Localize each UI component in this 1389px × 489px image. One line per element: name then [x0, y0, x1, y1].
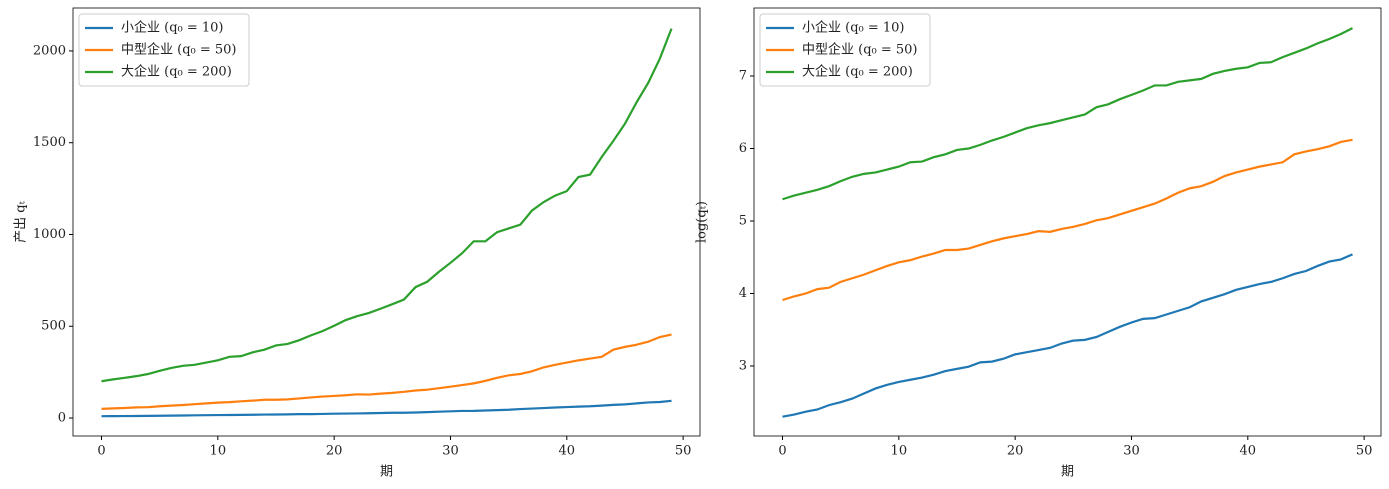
x-tick-label: 30 — [442, 444, 459, 459]
series-line — [782, 27, 1353, 201]
x-tick-label: 10 — [891, 444, 908, 459]
y-tick-label: 3 — [739, 358, 747, 373]
series-line — [101, 28, 673, 383]
y-tick-label: 7 — [739, 68, 747, 83]
y-tick-label: 1000 — [33, 227, 66, 242]
y-tick-label: 1500 — [33, 135, 66, 150]
legend-box — [78, 13, 250, 87]
y-tick-label: 6 — [739, 141, 747, 156]
x-tick-label: 20 — [326, 444, 343, 459]
legend-label: 中型企业 (q₀ = 50) — [802, 42, 918, 58]
y-tick-label: 4 — [739, 286, 747, 301]
x-tick-label: 0 — [97, 444, 105, 459]
x-tick-label: 30 — [1123, 444, 1140, 459]
x-tick-label: 20 — [1007, 444, 1024, 459]
series-line — [101, 333, 672, 410]
y-tick-label: 500 — [41, 319, 66, 334]
series-line — [782, 253, 1353, 418]
y-tick-label: 2000 — [33, 43, 66, 58]
plot-frame — [72, 7, 701, 437]
series-line — [101, 399, 672, 418]
x-tick-label: 50 — [1356, 444, 1373, 459]
x-axis-label: 期 — [1061, 465, 1074, 480]
legend-label: 大企业 (q₀ = 200) — [802, 64, 913, 80]
x-axis-label: 期 — [380, 465, 393, 480]
legend-box — [759, 13, 931, 87]
y-axis-label: log(qₜ) — [695, 201, 710, 243]
legend-label: 中型企业 (q₀ = 50) — [121, 42, 237, 58]
x-tick-label: 40 — [559, 444, 576, 459]
legend-label: 大企业 (q₀ = 200) — [121, 64, 232, 80]
plot-frame — [753, 7, 1382, 437]
legend-label: 小企业 (q₀ = 10) — [802, 20, 905, 36]
legend-label: 小企业 (q₀ = 10) — [121, 20, 224, 36]
series-line — [782, 138, 1353, 302]
x-tick-label: 0 — [778, 444, 786, 459]
x-tick-label: 40 — [1240, 444, 1257, 459]
x-tick-label: 50 — [675, 444, 692, 459]
y-axis-label: 产出 qₜ — [14, 200, 29, 242]
x-tick-label: 10 — [210, 444, 227, 459]
y-tick-label: 0 — [58, 411, 66, 426]
y-tick-label: 5 — [739, 213, 747, 228]
